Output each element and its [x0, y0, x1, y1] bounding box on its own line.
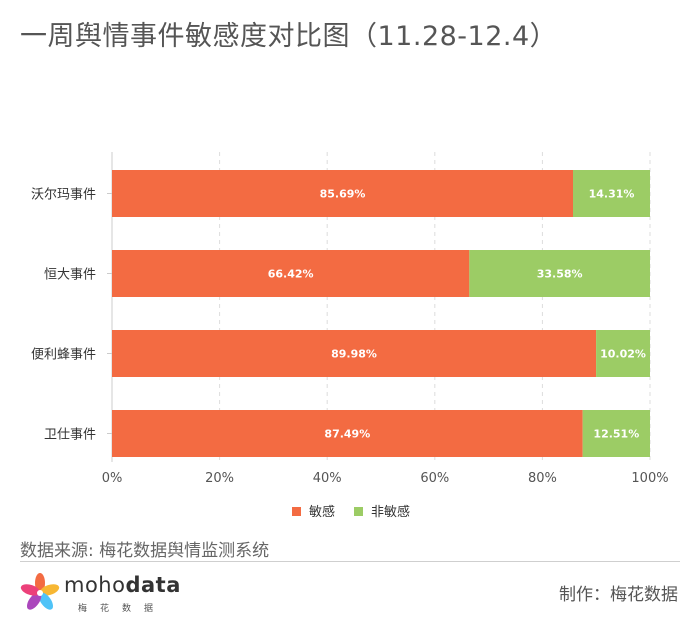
- x-tick-label: 40%: [313, 471, 342, 486]
- bar-non-sensitive: [469, 250, 650, 297]
- x-tick-label: 0%: [102, 471, 123, 486]
- category-label: 卫仕事件: [44, 428, 96, 443]
- footer-divider: [20, 561, 680, 562]
- data-label: 33.58%: [537, 268, 583, 281]
- legend-label: 非敏感: [371, 504, 410, 520]
- bar-sensitive: [112, 170, 574, 217]
- mohodata-logo: mohodata 梅花数据: [20, 571, 180, 615]
- x-tick-label: 20%: [205, 471, 234, 486]
- x-tick-label: 100%: [631, 471, 668, 486]
- bar-non-sensitive: [573, 170, 650, 217]
- bar-sensitive: [112, 410, 583, 457]
- legend-swatch-sensitive: [292, 507, 301, 516]
- legend-swatch-non-sensitive: [354, 507, 363, 516]
- data-source-note: 数据来源: 梅花数据舆情监测系统: [20, 541, 270, 561]
- category-label: 沃尔玛事件: [31, 188, 96, 203]
- data-label: 85.69%: [320, 188, 366, 201]
- bar-sensitive: [112, 330, 597, 377]
- x-tick-label: 60%: [420, 471, 449, 486]
- flower-logo-icon: [20, 573, 60, 610]
- data-label: 14.31%: [589, 188, 635, 201]
- bar-non-sensitive: [582, 410, 650, 457]
- logo-subtitle: 梅花数据: [78, 604, 167, 614]
- stacked-bar-chart: 0% 20% 40% 60% 80% 100% 沃尔玛事件 85.69% 14.31% 恒大事件 6…: [31, 152, 669, 520]
- data-label: 12.51%: [593, 428, 639, 441]
- data-label: 66.42%: [268, 268, 314, 281]
- data-label: 87.49%: [324, 428, 370, 441]
- credit-text: 制作：梅花数据: [559, 585, 678, 605]
- category-label: 恒大事件: [44, 268, 96, 283]
- data-label: 89.98%: [331, 348, 377, 361]
- bar-non-sensitive: [596, 330, 650, 377]
- legend-label: 敏感: [309, 504, 335, 520]
- category-label: 便利蜂事件: [31, 348, 96, 363]
- bar-sensitive: [112, 250, 470, 297]
- x-tick-label: 80%: [528, 471, 557, 486]
- chart-title: 一周舆情事件敏感度对比图（11.28-12.4）: [20, 21, 558, 52]
- logo-wordmark: mohodata: [64, 573, 181, 597]
- data-label: 10.02%: [600, 348, 646, 361]
